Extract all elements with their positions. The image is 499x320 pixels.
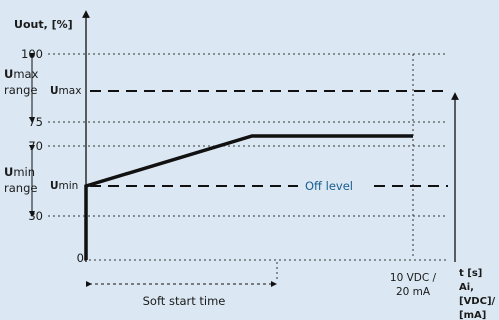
soft-start-label: Soft start time: [143, 294, 226, 308]
x-end-label-line1: 10 VDC /: [390, 272, 437, 284]
y-axis-title: Uout, [%]: [14, 18, 73, 31]
svg-text:[VDC]/: [VDC]/: [459, 296, 496, 307]
umax-range-label-line2: range: [4, 83, 37, 97]
umin-range-label-line1: Umin: [4, 165, 35, 179]
x-axis-title: t [s] Ai, [VDC]/ [mA]: [459, 268, 496, 320]
tick-70: 70: [28, 139, 43, 153]
svg-text:Ai,: Ai,: [459, 282, 474, 293]
umin-label: Umin: [50, 180, 78, 192]
umax-range-label-line1: Umax: [4, 67, 39, 81]
svg-text:t [s]: t [s]: [459, 268, 482, 279]
x-end-label-line2: 20 mA: [396, 286, 431, 298]
umax-label: Umax: [50, 85, 81, 97]
y-tick-labels: 100 75 70 30 0: [21, 47, 84, 265]
tick-30: 30: [28, 209, 43, 223]
output-curve: [84, 134, 413, 260]
tick-75: 75: [28, 115, 43, 129]
off-level-label: Off level: [305, 179, 353, 193]
tick-100: 100: [21, 47, 43, 61]
gridlines: [48, 53, 448, 282]
svg-text:[mA]: [mA]: [459, 310, 486, 320]
tick-0: 0: [77, 251, 84, 265]
umin-range-label-line2: range: [4, 181, 37, 195]
